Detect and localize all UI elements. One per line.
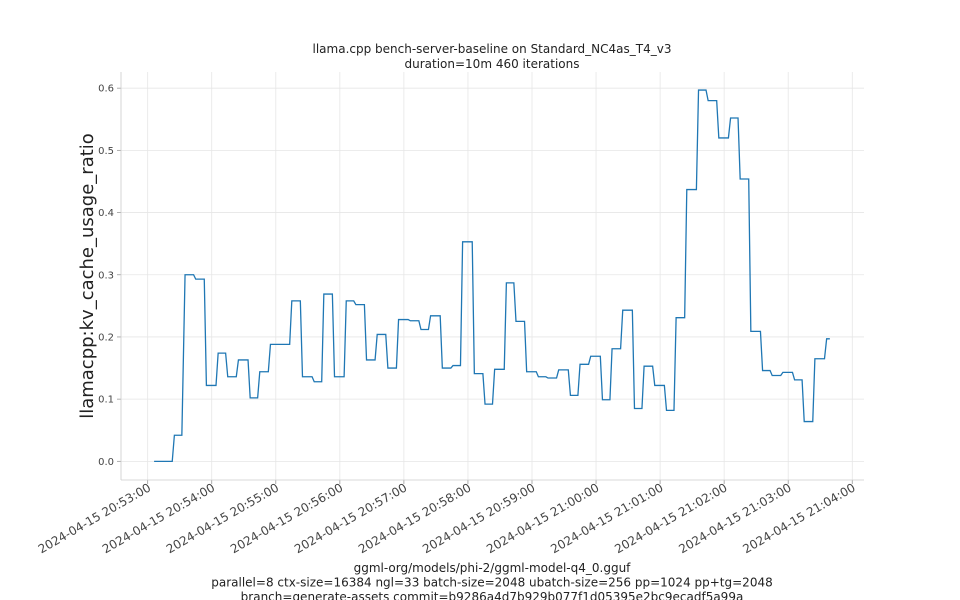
x-tick-label: 2024-04-15 20:54:00 xyxy=(100,480,217,556)
x-tick-label: 2024-04-15 21:01:00 xyxy=(548,480,665,556)
y-tick-label: 0.2 xyxy=(98,332,114,343)
y-tick-label: 0.4 xyxy=(98,208,114,219)
y-tick-label: 0.1 xyxy=(98,395,114,406)
y-tick-label: 0.5 xyxy=(98,146,114,157)
data-line xyxy=(154,89,830,462)
x-tick-label: 2024-04-15 21:03:00 xyxy=(676,480,793,556)
x-tick-label: 2024-04-15 20:56:00 xyxy=(228,480,345,556)
x-tick-label: 2024-04-15 21:02:00 xyxy=(612,480,729,556)
x-tick-label: 2024-04-15 20:59:00 xyxy=(420,480,537,556)
x-tick-label: 2024-04-15 20:58:00 xyxy=(356,480,473,556)
y-tick-label: 0.0 xyxy=(98,457,114,468)
y-tick-label: 0.6 xyxy=(98,84,114,95)
x-tick-label: 2024-04-15 21:00:00 xyxy=(484,480,601,556)
y-tick-label: 0.3 xyxy=(98,270,114,281)
x-tick-label: 2024-04-15 20:53:00 xyxy=(36,480,153,556)
x-axis-label: parallel=8 ctx-size=16384 ngl=33 batch-s… xyxy=(211,576,772,590)
chart-subtitle: duration=10m 460 iterations xyxy=(405,57,580,71)
x-tick-label: 2024-04-15 20:57:00 xyxy=(292,480,409,556)
x-axis-label: branch=generate-assets commit=b9286a4d7b… xyxy=(241,590,744,600)
chart-title: llama.cpp bench-server-baseline on Stand… xyxy=(313,42,672,56)
x-tick-label: 2024-04-15 21:04:00 xyxy=(740,480,857,556)
x-tick-label: 2024-04-15 20:55:00 xyxy=(164,480,281,556)
y-axis-label: llamacpp:kv_cache_usage_ratio xyxy=(77,133,98,419)
x-axis-label: ggml-org/models/phi-2/ggml-model-q4_0.gg… xyxy=(354,561,632,575)
